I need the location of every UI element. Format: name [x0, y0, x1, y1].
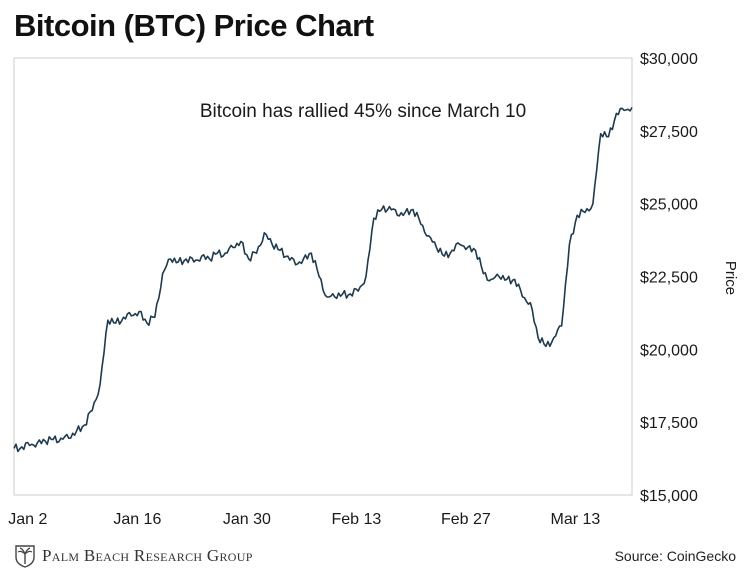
page-title: Bitcoin (BTC) Price Chart [14, 8, 374, 43]
y-tick-label: $25,000 [640, 197, 698, 214]
palm-tree-shield-icon [15, 545, 35, 568]
y-tick-label: $15,000 [640, 488, 698, 505]
footer-logo: Palm Beach Research Group [14, 543, 253, 569]
y-tick-label: $17,500 [640, 415, 698, 432]
plot-frame [13, 57, 633, 496]
organization-name: Palm Beach Research Group [42, 546, 253, 565]
x-tick-label: Feb 27 [441, 511, 491, 528]
y-tick-label: $30,000 [640, 51, 698, 68]
y-axis-ticks: $15,000 $17,500 $20,000 $22,500 $25,000 $27,5… [640, 51, 698, 505]
chart-annotation: Bitcoin has rallied 45% since March 10 [200, 101, 526, 122]
x-tick-label: Feb 13 [331, 511, 381, 528]
x-tick-label: Jan 16 [113, 511, 161, 528]
x-tick-label: Mar 13 [551, 511, 601, 528]
series-line-btc-price [13, 107, 633, 453]
y-tick-label: $22,500 [640, 270, 698, 287]
y-tick-label: $27,500 [640, 124, 698, 141]
y-axis-label: Price [722, 261, 739, 295]
y-tick-label: $20,000 [640, 342, 698, 359]
x-axis-ticks: Jan 2 Jan 16 Jan 30 Feb 13 Feb 27 Mar 13 [8, 511, 600, 528]
x-tick-label: Jan 30 [223, 511, 271, 528]
source-credit: Source: CoinGecko [614, 548, 736, 564]
x-tick-label: Jan 2 [8, 511, 47, 528]
